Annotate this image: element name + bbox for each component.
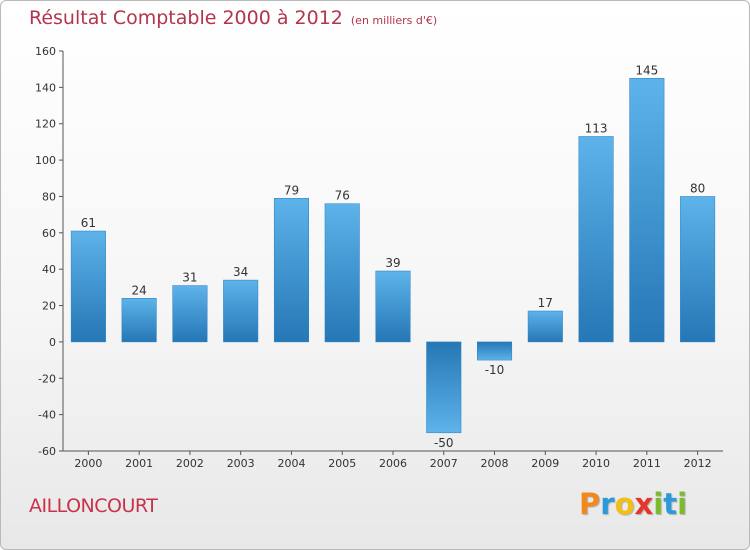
data-label: 34 xyxy=(233,265,248,279)
y-tick-label: 60 xyxy=(42,227,56,240)
x-tick-label: 2002 xyxy=(176,457,204,470)
logo-letter: x xyxy=(634,487,654,521)
x-tick-label: 2010 xyxy=(582,457,610,470)
y-tick-label: 140 xyxy=(35,81,56,94)
y-tick-label: 120 xyxy=(35,118,56,131)
y-tick-label: -60 xyxy=(38,445,56,458)
logo-letter: r xyxy=(600,487,615,521)
logo-letter: P xyxy=(579,487,601,521)
axes: -60 -40 -20 0 20 40 60 80 100 120 140 160 2000 2001 20… xyxy=(35,45,723,470)
data-label: -50 xyxy=(434,436,454,450)
bar xyxy=(629,78,665,343)
x-tick-label: 2012 xyxy=(684,457,712,470)
data-label: 24 xyxy=(132,283,147,297)
proxiti-logo: Proxiti xyxy=(579,487,687,521)
x-tick-label: 2007 xyxy=(430,457,458,470)
bar xyxy=(477,341,513,361)
bar xyxy=(680,196,716,343)
bar xyxy=(324,203,360,343)
y-tick-label: -40 xyxy=(38,409,56,422)
bar xyxy=(527,310,563,343)
chart-title: Résultat Comptable 2000 à 2012 (en millie… xyxy=(29,7,437,29)
bar xyxy=(426,341,462,434)
logo-letter: i xyxy=(653,487,664,521)
data-label: 76 xyxy=(335,189,350,203)
bar xyxy=(121,298,157,343)
bar xyxy=(70,230,106,343)
data-label: 79 xyxy=(284,183,299,197)
data-label: 31 xyxy=(182,271,197,285)
bar xyxy=(223,279,259,343)
chart-unit-label: (en milliers d'€) xyxy=(350,14,438,27)
y-tick-label: 20 xyxy=(42,300,56,313)
data-label: 61 xyxy=(81,216,96,230)
x-tick-label: 2003 xyxy=(227,457,255,470)
bars xyxy=(70,78,716,434)
data-label: 17 xyxy=(538,296,553,310)
data-label: 145 xyxy=(635,63,658,77)
x-tick-label: 2005 xyxy=(328,457,356,470)
commune-name: AILLONCOURT xyxy=(29,495,158,517)
logo-letter: o xyxy=(614,487,635,521)
bar xyxy=(172,285,208,343)
y-tick-label: 40 xyxy=(42,263,56,276)
bar xyxy=(273,198,309,343)
y-tick-label: 0 xyxy=(49,336,56,349)
data-label: 113 xyxy=(585,121,608,135)
bar xyxy=(375,270,411,343)
logo-letter: i xyxy=(677,487,688,521)
x-tick-label: 2001 xyxy=(125,457,153,470)
data-label: 80 xyxy=(690,181,705,195)
x-tick-label: 2009 xyxy=(531,457,559,470)
logo-letter: t xyxy=(663,487,678,521)
y-tick-label: 160 xyxy=(35,45,56,58)
x-tick-label: 2004 xyxy=(277,457,305,470)
data-label: -10 xyxy=(485,363,505,377)
y-tick-label: 80 xyxy=(42,190,56,203)
data-label: 39 xyxy=(385,256,400,270)
y-tick-label: -20 xyxy=(38,372,56,385)
y-tick-label: 100 xyxy=(35,154,56,167)
x-tick-label: 2011 xyxy=(633,457,661,470)
x-tick-label: 2000 xyxy=(74,457,102,470)
x-tick-label: 2008 xyxy=(481,457,509,470)
labels: 61 24 31 34 79 76 39 -50 -10 17 113 145 80 xyxy=(81,63,706,450)
chart-title-text: Résultat Comptable 2000 à 2012 xyxy=(29,7,343,29)
bar xyxy=(578,136,614,343)
x-tick-label: 2006 xyxy=(379,457,407,470)
